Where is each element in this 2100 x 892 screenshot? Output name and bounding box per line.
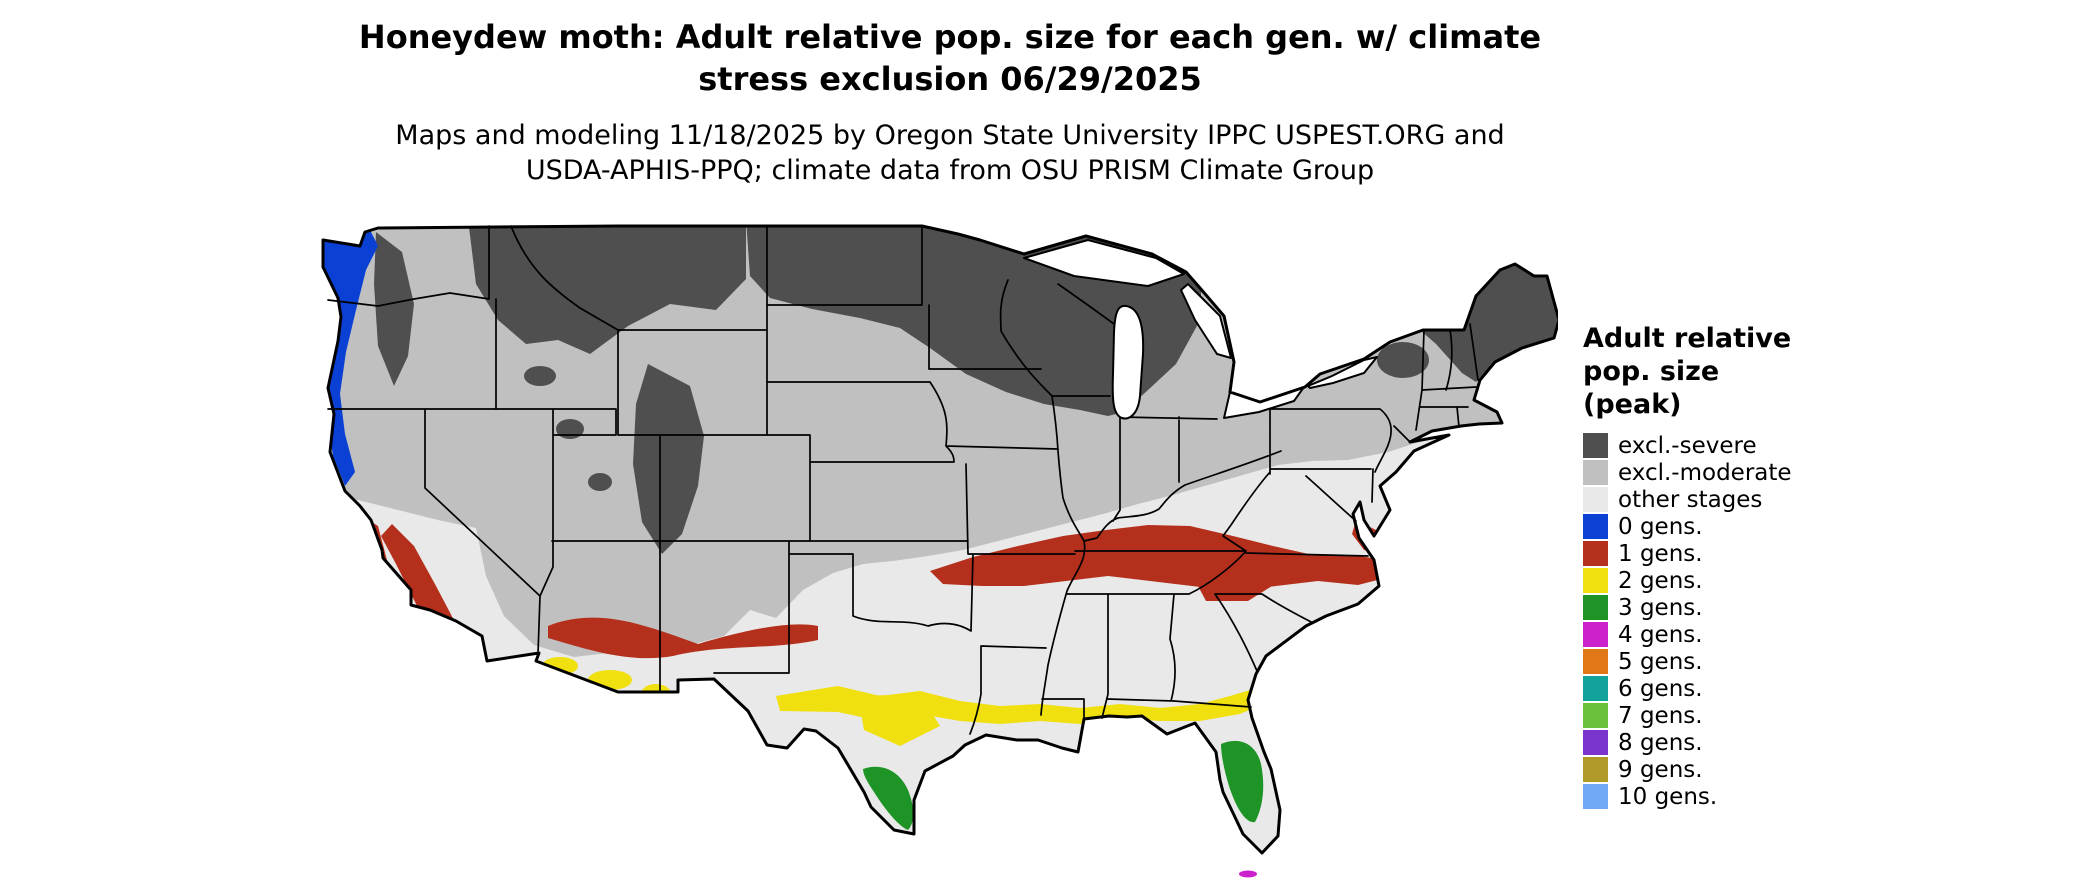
legend-item: 0 gens. <box>1583 513 1883 540</box>
legend-item: 5 gens. <box>1583 648 1883 675</box>
legend-color-swatch <box>1583 595 1608 620</box>
title-line-2: stress exclusion 06/29/2025 <box>698 60 1202 98</box>
region-excl-severe-adirondacks <box>1377 342 1429 378</box>
legend-item-label: other stages <box>1618 486 1763 513</box>
region-excl-severe-idaho <box>524 366 556 386</box>
legend-item-label: 2 gens. <box>1618 567 1703 594</box>
legend-title-line-2: pop. size <box>1583 356 1720 387</box>
legend-item: 6 gens. <box>1583 675 1883 702</box>
legend-item: excl.-moderate <box>1583 459 1883 486</box>
legend-item-label: 3 gens. <box>1618 594 1703 621</box>
great-lakes <box>1023 239 1378 420</box>
legend-color-swatch <box>1583 730 1608 755</box>
legend-title-line-1: Adult relative <box>1583 323 1792 354</box>
legend-color-swatch <box>1583 784 1608 809</box>
legend-item: 4 gens. <box>1583 621 1883 648</box>
region-excl-severe-cascades <box>374 232 414 386</box>
legend-title-line-3: (peak) <box>1583 389 1682 420</box>
lake-superior <box>1023 239 1185 287</box>
legend-item: other stages <box>1583 486 1883 513</box>
legend-item-label: 1 gens. <box>1618 540 1703 567</box>
lake-ontario <box>1307 356 1378 389</box>
legend-item-label: excl.-moderate <box>1618 459 1792 486</box>
legend-item: excl.-severe <box>1583 432 1883 459</box>
legend-item-label: 9 gens. <box>1618 756 1703 783</box>
legend-item: 10 gens. <box>1583 783 1883 810</box>
us-map-svg <box>321 224 1561 878</box>
region-1gen-southwest-band <box>548 617 818 659</box>
state-borders <box>327 225 1479 735</box>
legend-color-swatch <box>1583 487 1608 512</box>
figure-subtitle: Maps and modeling 11/18/2025 by Oregon S… <box>0 118 1900 188</box>
lake-huron <box>1180 283 1232 359</box>
region-1gen-east-band <box>930 525 1393 591</box>
subtitle-line-1: Maps and modeling 11/18/2025 by Oregon S… <box>395 120 1505 151</box>
legend-item-label: excl.-severe <box>1618 432 1757 459</box>
region-excl-severe-montana <box>468 226 746 354</box>
legend-color-swatch <box>1583 541 1608 566</box>
legend-color-swatch <box>1583 757 1608 782</box>
region-3gen-florida <box>1221 740 1264 823</box>
legend-item-label: 7 gens. <box>1618 702 1703 729</box>
region-excl-severe-nevada-2 <box>588 473 612 491</box>
legend-color-swatch <box>1583 649 1608 674</box>
legend-item-label: 6 gens. <box>1618 675 1703 702</box>
legend-item-label: 4 gens. <box>1618 621 1703 648</box>
lake-michigan <box>1111 304 1145 420</box>
us-outline <box>321 224 1561 855</box>
title-line-1: Honeydew moth: Adult relative pop. size … <box>358 18 1542 56</box>
legend-item: 1 gens. <box>1583 540 1883 567</box>
legend-color-swatch <box>1583 622 1608 647</box>
legend-color-swatch <box>1583 676 1608 701</box>
legend-color-swatch <box>1583 433 1608 458</box>
map-legend: Adult relative pop. size (peak) excl.-se… <box>1583 322 1883 811</box>
legend-item-label: 0 gens. <box>1618 513 1703 540</box>
legend-color-swatch <box>1583 703 1608 728</box>
legend-item: 8 gens. <box>1583 729 1883 756</box>
legend-item: 3 gens. <box>1583 594 1883 621</box>
us-map <box>318 224 1561 889</box>
region-excl-severe-nevada-1 <box>556 419 584 439</box>
legend-item: 7 gens. <box>1583 702 1883 729</box>
legend-item: 9 gens. <box>1583 756 1883 783</box>
region-2gen-central-texas <box>858 694 940 746</box>
figure-title: Honeydew moth: Adult relative pop. size … <box>0 16 1900 100</box>
legend-item-label: 5 gens. <box>1618 648 1703 675</box>
region-3gen-south-texas <box>863 766 914 830</box>
legend-title: Adult relative pop. size (peak) <box>1583 322 1883 421</box>
region-2gen-arizona-2 <box>588 670 632 690</box>
legend-item: 2 gens. <box>1583 567 1883 594</box>
legend-item-label: 10 gens. <box>1618 783 1718 810</box>
legend-color-swatch <box>1583 460 1608 485</box>
legend-color-swatch <box>1583 514 1608 539</box>
legend-color-swatch <box>1583 568 1608 593</box>
region-4gen-florida-keys <box>1239 870 1257 878</box>
region-excl-severe-rockies <box>633 364 704 554</box>
subtitle-line-2: USDA-APHIS-PPQ; climate data from OSU PR… <box>525 155 1375 186</box>
legend-item-label: 8 gens. <box>1618 729 1703 756</box>
